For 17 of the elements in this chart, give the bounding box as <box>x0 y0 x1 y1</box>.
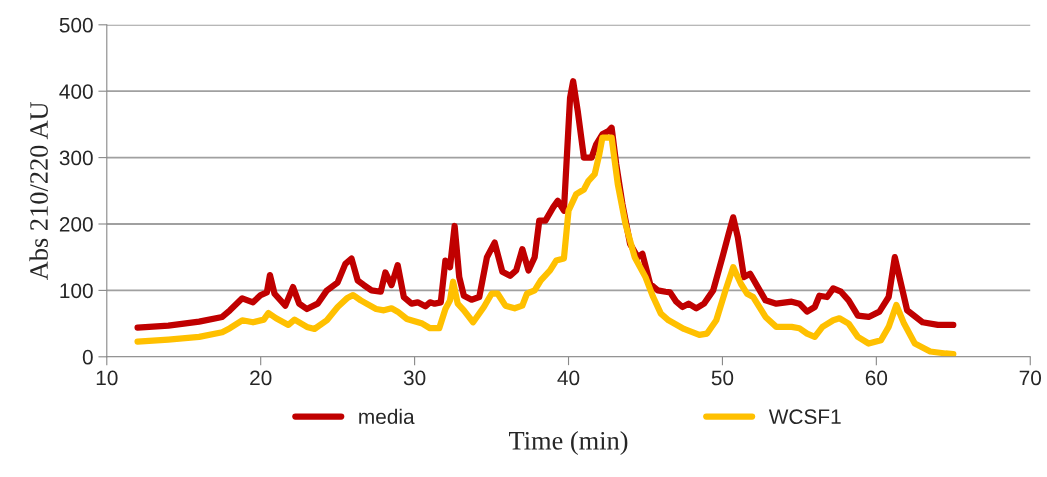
y-tick-label: 0 <box>82 349 93 365</box>
x-tick-label: 50 <box>711 370 734 386</box>
y-tick-label: 200 <box>59 217 93 232</box>
x-tick-label: 30 <box>403 370 426 386</box>
x-tick-label: 70 <box>1019 370 1042 386</box>
y-tick-label: 300 <box>59 150 93 166</box>
y-tick-label: 500 <box>59 17 93 33</box>
x-axis-title: Time (min) <box>509 431 628 456</box>
legend-label: WCSF1 <box>768 409 841 425</box>
legend-label: media <box>359 408 415 425</box>
y-tick-label: 100 <box>60 283 93 299</box>
x-tick-label: 40 <box>557 370 580 386</box>
y-axis-title: Abs 210/220 AU <box>29 101 48 280</box>
y-tick-label: 400 <box>59 84 93 99</box>
x-tick-label: 10 <box>96 370 118 386</box>
x-tick-label: 20 <box>250 370 272 386</box>
x-tick-label: 60 <box>865 370 888 386</box>
